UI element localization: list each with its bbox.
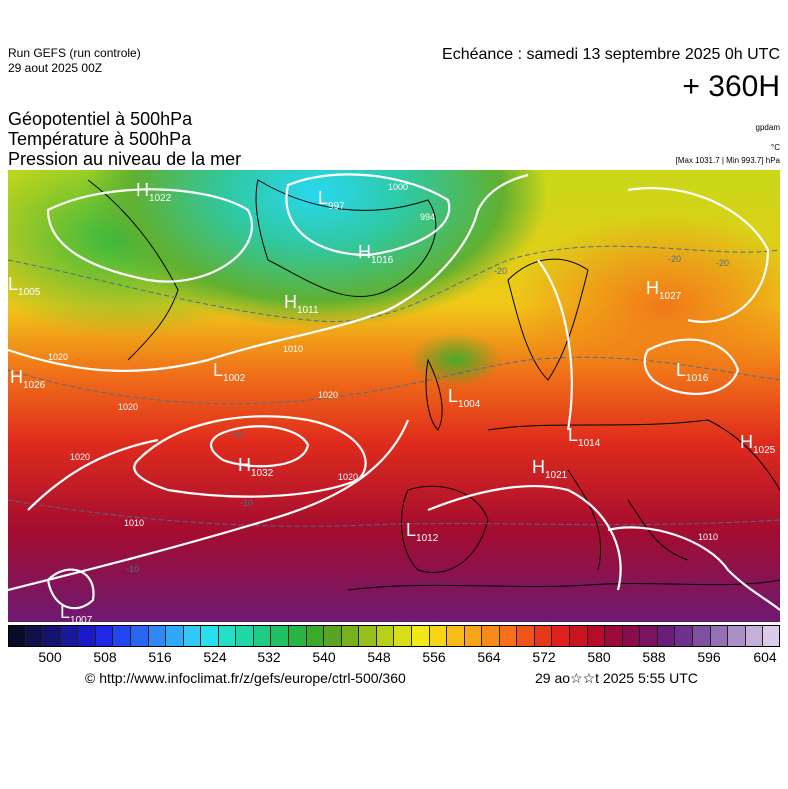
colorbar-tick-label: 500 <box>38 649 62 665</box>
colorbar-swatch <box>410 625 429 647</box>
isobar-label: 1020 <box>70 452 90 462</box>
colorbar <box>8 625 780 647</box>
colorbar-swatch <box>59 625 78 647</box>
temperature-label: -20 <box>668 254 681 264</box>
colorbar-tick-label: 564 <box>477 649 501 665</box>
colorbar-tick-label: 596 <box>697 649 721 665</box>
colorbar-swatch <box>8 625 25 647</box>
colorbar-swatch <box>270 625 288 647</box>
colorbar-tick-label: 580 <box>587 649 611 665</box>
unit-temperature: °C <box>771 143 780 152</box>
colorbar-swatch <box>393 625 411 647</box>
lead-time: + 360H <box>682 70 780 103</box>
colorbar-swatch <box>674 625 692 647</box>
colorbar-swatch <box>639 625 657 647</box>
source-url[interactable]: © http://www.infoclimat.fr/z/gefs/europe… <box>85 670 406 686</box>
colorbar-tick-label: 548 <box>367 649 391 665</box>
colorbar-swatch <box>200 625 218 647</box>
colorbar-swatch <box>129 625 148 647</box>
colorbar-tick-label: 540 <box>312 649 336 665</box>
temperature-label: -10 <box>230 430 243 440</box>
colorbar-tick-label: 572 <box>532 649 556 665</box>
colorbar-swatch <box>42 625 60 647</box>
colorbar-swatch <box>463 625 482 647</box>
colorbar-swatch <box>621 625 640 647</box>
colorbar-swatch <box>498 625 517 647</box>
colorbar-tick-label: 532 <box>257 649 281 665</box>
isobar-label: 1010 <box>283 344 303 354</box>
colorbar-swatch <box>691 625 710 647</box>
colorbar-swatch <box>375 625 394 647</box>
colorbar-swatch <box>24 625 43 647</box>
colorbar-tick-label: 604 <box>753 649 777 665</box>
colorbar-swatch <box>551 625 569 647</box>
run-date: 29 aout 2025 00Z <box>8 61 103 75</box>
weather-map: H1022 L997H1016H1011L1005L1002H1026L1004H… <box>8 170 780 622</box>
title-temperature: Température à 500hPa <box>8 129 192 149</box>
unit-geopotential: gpdam <box>755 123 780 132</box>
colorbar-swatch <box>762 625 780 647</box>
colorbar-swatch <box>533 625 552 647</box>
colorbar-swatch <box>569 625 587 647</box>
isobar-label: 1020 <box>118 402 138 412</box>
isobar-label: 1020 <box>48 352 68 362</box>
isobar-label: 1010 <box>124 518 144 528</box>
temperature-label: -10 <box>240 498 253 508</box>
isobar-label: 994 <box>420 212 435 222</box>
temperature-label: -20 <box>494 266 507 276</box>
title-geopotential: Géopotentiel à 500hPa <box>8 109 193 129</box>
colorbar-swatch <box>604 625 622 647</box>
isobar-label: 1010 <box>698 532 718 542</box>
colorbar-tick-label: 516 <box>148 649 172 665</box>
colorbar-tick-label: 556 <box>422 649 446 665</box>
colorbar-tick-label: 524 <box>203 649 227 665</box>
temperature-label: -20 <box>716 258 729 268</box>
unit-pressure: [Max 1031.7 | Min 993.7] hPa <box>675 156 780 165</box>
colorbar-swatch <box>165 625 183 647</box>
colorbar-swatch <box>586 625 605 647</box>
colorbar-swatch <box>516 625 534 647</box>
run-label: Run GEFS (run controle) <box>8 46 141 60</box>
colorbar-swatch <box>727 625 745 647</box>
colorbar-swatch <box>323 625 341 647</box>
colorbar-swatch <box>340 625 359 647</box>
colorbar-swatch <box>481 625 499 647</box>
render-timestamp: 29 ao☆☆t 2025 5:55 UTC <box>535 670 698 686</box>
isobar-label: 1000 <box>388 182 408 192</box>
echeance-label: Echéance : samedi 13 septembre 2025 0h U… <box>442 46 780 63</box>
colorbar-swatch <box>252 625 271 647</box>
colorbar-swatch <box>656 625 675 647</box>
colorbar-swatch <box>147 625 166 647</box>
colorbar-swatch <box>94 625 113 647</box>
colorbar-swatch <box>358 625 376 647</box>
colorbar-swatch <box>217 625 236 647</box>
colorbar-swatch <box>182 625 201 647</box>
colorbar-swatch <box>709 625 728 647</box>
colorbar-swatch <box>305 625 324 647</box>
colorbar-swatch <box>112 625 130 647</box>
colorbar-swatch <box>235 625 253 647</box>
colorbar-swatch <box>77 625 95 647</box>
colorbar-tick-label: 588 <box>642 649 666 665</box>
temperature-label: -10 <box>126 564 139 574</box>
isobar-label: 1020 <box>338 472 358 482</box>
colorbar-swatch <box>288 625 306 647</box>
colorbar-swatch <box>446 625 464 647</box>
colorbar-tick-label: 508 <box>93 649 117 665</box>
isobar-label: 1020 <box>318 390 338 400</box>
title-pressure: Pression au niveau de la mer <box>8 149 242 169</box>
colorbar-swatch <box>744 625 763 647</box>
colorbar-swatch <box>428 625 447 647</box>
